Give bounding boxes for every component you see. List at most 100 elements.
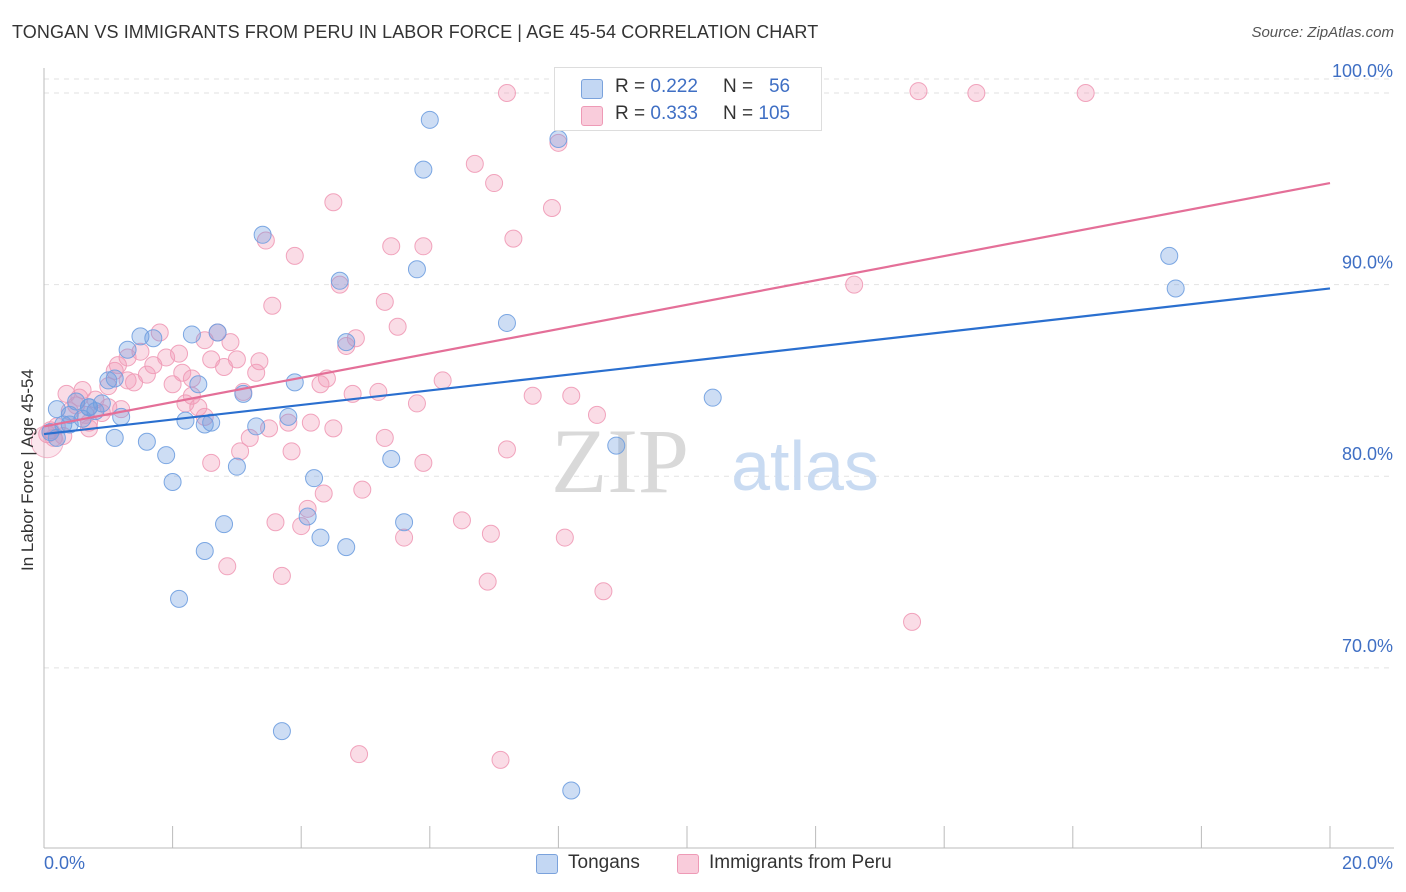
peru-point [485,174,504,193]
peru-point [375,428,394,447]
peru-trend-line [43,181,1331,428]
peru-point [523,386,542,405]
legend-r-tongans: R = 0.222 [615,76,698,98]
tongan-point [337,333,356,352]
tongan-point [176,411,195,430]
peru-point [497,83,516,102]
peru-point [382,237,401,256]
peru-point [173,363,192,382]
peru-point [256,231,275,250]
tongan-point [144,329,163,348]
peru-point [562,386,581,405]
tongan-point [414,160,433,179]
tongan-point [80,398,99,417]
legend-swatch-peru [581,106,603,126]
n-value: 105 [758,103,791,124]
y-tick-label: 90.0% [1342,253,1393,273]
peru-point [452,511,471,530]
tongan-point [163,472,182,491]
r-value: 0.222 [650,76,698,97]
tongan-point [170,589,189,608]
tongan-point [105,428,124,447]
peru-point [375,292,394,311]
peru-point [587,405,606,424]
legend-swatch-tongans [581,79,603,99]
bottom-label-tongans: Tongans [568,852,640,873]
peru-point [433,371,452,390]
peru-point [504,229,523,248]
peru-point [324,419,343,438]
peru-point [481,524,500,543]
peru-point [202,453,221,472]
chart-title: TONGAN VS IMMIGRANTS FROM PERU IN LABOR … [12,22,819,42]
peru-point [1076,83,1095,102]
tongan-point [549,129,568,148]
tongan-point [311,528,330,547]
bottom-swatch-tongans [536,854,558,874]
peru-point [247,363,266,382]
tongan-point [1166,279,1185,298]
r-label: R = [615,76,651,97]
trend-lines [43,181,1331,436]
tongan-point [137,432,156,451]
axis-labels: 70.0% 80.0% 90.0% 100.0% 0.0% 20.0% [44,61,1393,873]
peru-point [549,133,568,152]
peru-point [292,517,311,536]
tongan-point [420,110,439,129]
n-value: 56 [768,76,791,97]
tongan-point [298,507,317,526]
peru-point [594,582,613,601]
peru-point [414,453,433,472]
peru-point [272,566,291,585]
x-tick-label: 20.0% [1342,853,1393,873]
peru-point [285,246,304,265]
bottom-label-peru: Immigrants from Peru [709,852,892,873]
tongan-point [285,373,304,392]
watermark: ZIP atlas [551,410,879,512]
peru-point [221,333,240,352]
legend-n-peru: N = 105 [723,103,790,125]
tongan-point [105,369,124,388]
peru-point [465,154,484,173]
tongan-point [1160,246,1179,265]
correlation-legend: R = 0.222 N = 56 R = 0.333 N = 105 [554,67,822,131]
watermark-atlas: atlas [731,427,879,505]
peru-point [967,83,986,102]
tongan-points [41,110,1185,800]
peru-point [903,612,922,631]
watermark-zip: ZIP [551,410,689,512]
tongan-point [607,436,626,455]
peru-point [250,352,269,371]
peru-point [407,394,426,413]
peru-point [301,413,320,432]
peru-point [909,82,928,101]
peru-point [99,377,118,396]
y-tick-label: 100.0% [1332,61,1393,81]
r-value: 0.333 [650,103,698,124]
tongan-point [208,323,227,342]
peru-point [73,381,92,400]
peru-point [279,413,298,432]
r-label: R = [615,103,651,124]
tongan-point [227,457,246,476]
legend-r-peru: R = 0.333 [615,103,698,125]
peru-point [388,317,407,336]
x-tick-label: 0.0% [44,853,85,873]
tongan-point [118,340,137,359]
peru-point [163,375,182,394]
n-label: N = [723,103,759,124]
peru-point [497,440,516,459]
tongan-point [395,513,414,532]
tongan-point [703,388,722,407]
peru-point [414,237,433,256]
peru-point [282,442,301,461]
tongan-point [182,325,201,344]
y-tick-label: 70.0% [1342,636,1393,656]
grid-lines [44,78,1394,669]
peru-point [263,296,282,315]
peru-point [337,336,356,355]
bottom-swatch-peru [677,854,699,874]
tongan-point [189,375,208,394]
y-tick-label: 80.0% [1342,444,1393,464]
